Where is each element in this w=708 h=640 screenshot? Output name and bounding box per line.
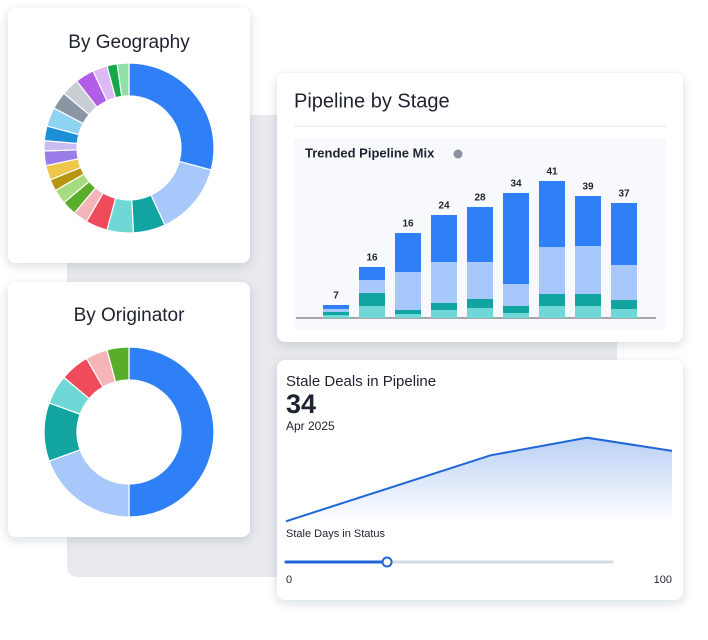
bar-segment: [503, 193, 529, 284]
bar-segment: [431, 262, 457, 303]
bar-segment: [467, 207, 493, 262]
bar-segment: [503, 284, 529, 306]
bar-segment: [611, 309, 637, 318]
bar-total: 24: [438, 201, 450, 212]
donut-slice: [128, 346, 215, 518]
bar-segment: [503, 306, 529, 313]
bar-total: 37: [618, 189, 630, 200]
bar-segment: [503, 313, 529, 318]
bar-segment: [395, 310, 421, 314]
bar-segment: [539, 306, 565, 318]
bar-total: 28: [474, 193, 486, 204]
bar-segment: [539, 181, 565, 247]
bar-segment: [323, 305, 349, 309]
donut-slice: [128, 62, 215, 171]
bar-segment: [539, 247, 565, 294]
area-fill: [286, 437, 672, 522]
slider-min: 0: [286, 574, 292, 586]
bar-total: 16: [366, 253, 378, 264]
bar-segment: [359, 306, 385, 318]
bars: 7 16 16 24 28 34 41 39 37: [323, 167, 637, 318]
bar-segment: [467, 308, 493, 318]
bar-total: 34: [510, 179, 522, 190]
card-title: By Originator: [74, 305, 186, 326]
originator-donut: [43, 346, 215, 518]
bar-segment: [359, 267, 385, 280]
bar-segment: [431, 310, 457, 318]
bar-segment: [467, 262, 493, 299]
bar-segment: [431, 303, 457, 310]
bar-segment: [611, 265, 637, 300]
bar-segment: [359, 280, 385, 293]
metric-period: Apr 2025: [286, 419, 335, 433]
donut-slice: [106, 346, 130, 383]
geography-donut: [43, 62, 215, 234]
slider[interactable]: [284, 556, 393, 568]
bar-segment: [395, 272, 421, 310]
donut-slice: [116, 62, 130, 98]
card-title: By Geography: [68, 32, 190, 53]
bar-total: 39: [582, 182, 594, 193]
info-icon[interactable]: [453, 149, 463, 159]
bar-segment: [575, 306, 601, 318]
bar-total: 16: [402, 219, 414, 230]
metric-value: 34: [286, 389, 316, 419]
bar-segment: [575, 294, 601, 306]
card-title: Pipeline by Stage: [294, 90, 450, 112]
bar-segment: [323, 312, 349, 315]
chart-subtitle: Trended Pipeline Mix: [305, 145, 435, 160]
bar-segment: [395, 314, 421, 318]
bar-segment: [575, 196, 601, 246]
bar-segment: [323, 315, 349, 318]
bar-total: 41: [546, 167, 558, 178]
area-line: [285, 436, 673, 523]
bar-segment: [539, 294, 565, 306]
bar-segment: [611, 203, 637, 265]
bar-segment: [395, 233, 421, 272]
bar-segment: [611, 300, 637, 309]
bar-segment: [575, 246, 601, 294]
card-title: Stale Deals in Pipeline: [286, 373, 436, 390]
bar-segment: [323, 309, 349, 312]
slider-label: Stale Days in Status: [286, 528, 386, 540]
slider-max: 100: [654, 574, 672, 586]
bar-segment: [359, 293, 385, 306]
bar-segment: [467, 299, 493, 308]
slider-handle[interactable]: [381, 556, 393, 568]
bar-segment: [431, 215, 457, 262]
bar-total: 7: [333, 291, 339, 302]
area-chart: [285, 436, 673, 523]
